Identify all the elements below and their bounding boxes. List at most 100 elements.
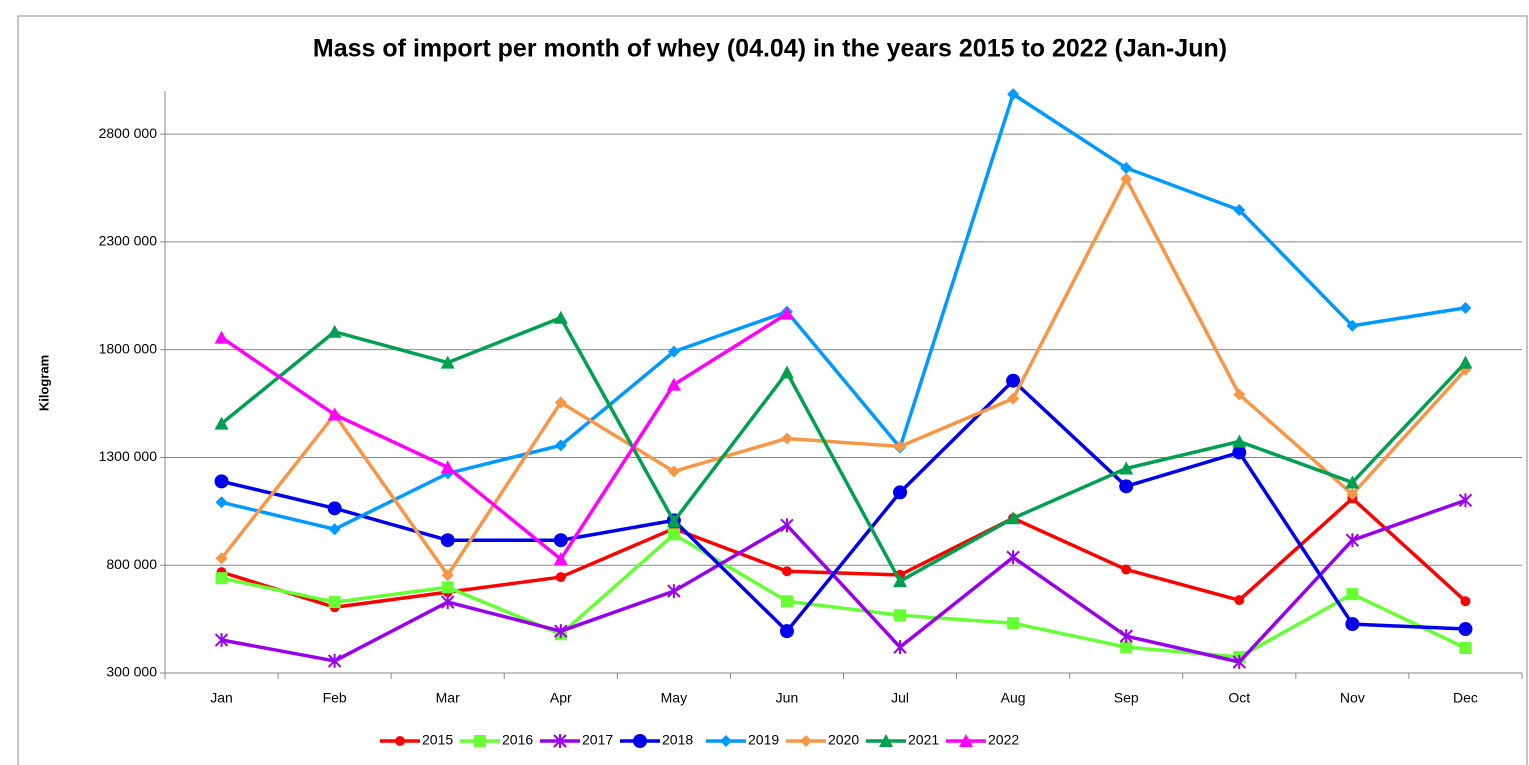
- x-tick-label: Aug: [1001, 690, 1026, 706]
- marker: [1119, 629, 1133, 644]
- series-line: [221, 92, 1466, 531]
- y-axis-label: Kilogram: [36, 355, 51, 411]
- marker: [1232, 655, 1246, 670]
- series-line: [220, 312, 788, 561]
- x-tick-label: Nov: [1340, 690, 1365, 706]
- marker: [215, 496, 228, 509]
- marker: [554, 396, 567, 409]
- legend-label: 2022: [988, 732, 1019, 748]
- marker: [474, 735, 486, 747]
- marker: [1120, 161, 1133, 174]
- marker: [1007, 392, 1020, 405]
- marker: [327, 501, 342, 516]
- marker: [1120, 641, 1133, 654]
- marker: [328, 596, 341, 609]
- legend-label: 2019: [748, 732, 779, 748]
- chart-frame: [17, 15, 1528, 765]
- legend-label: 2017: [582, 732, 613, 748]
- marker: [780, 518, 794, 533]
- series-line: [220, 316, 1467, 583]
- marker: [1459, 301, 1472, 314]
- marker: [1006, 511, 1021, 525]
- marker: [440, 355, 455, 369]
- series-line: [221, 498, 1467, 664]
- marker: [555, 572, 566, 583]
- marker: [1459, 641, 1472, 654]
- marker: [1458, 622, 1473, 637]
- marker: [667, 528, 680, 541]
- marker: [440, 460, 455, 474]
- marker: [1006, 550, 1020, 565]
- marker: [1232, 445, 1247, 460]
- series-line: [221, 378, 1466, 633]
- y-tick-label: 2300 000: [99, 233, 158, 249]
- marker: [1345, 617, 1360, 632]
- chart-title: Mass of import per month of whey (04.04)…: [313, 35, 1227, 63]
- marker: [893, 485, 908, 500]
- marker: [667, 345, 680, 358]
- marker: [1121, 564, 1132, 575]
- marker: [441, 581, 454, 594]
- marker: [553, 310, 568, 324]
- y-tick-label: 1800 000: [99, 340, 158, 356]
- marker: [214, 474, 229, 489]
- marker: [1346, 319, 1359, 332]
- series-line: [221, 532, 1467, 659]
- marker: [553, 734, 567, 748]
- marker: [327, 407, 342, 421]
- marker: [893, 574, 908, 588]
- x-tick-label: Sep: [1114, 690, 1139, 706]
- marker: [215, 552, 228, 565]
- marker: [779, 306, 794, 320]
- marker: [781, 566, 792, 577]
- marker: [328, 523, 341, 536]
- marker: [666, 514, 681, 528]
- legend-label: 2021: [908, 732, 939, 748]
- marker: [780, 595, 793, 608]
- marker: [553, 533, 568, 548]
- marker: [779, 365, 794, 379]
- legend-label: 2016: [502, 732, 533, 748]
- marker: [1460, 596, 1471, 607]
- marker: [667, 584, 681, 599]
- marker: [214, 633, 229, 648]
- marker: [1233, 203, 1246, 216]
- y-tick-label: 300 000: [106, 664, 157, 680]
- marker: [1119, 479, 1134, 494]
- legend-label: 2015: [422, 732, 453, 748]
- x-tick-label: May: [661, 690, 687, 706]
- marker: [666, 377, 681, 391]
- legend-label: 2018: [662, 732, 693, 748]
- marker: [893, 640, 907, 655]
- marker: [779, 624, 794, 639]
- marker: [1345, 533, 1360, 548]
- marker: [441, 595, 455, 610]
- marker: [879, 734, 893, 747]
- marker: [633, 734, 647, 748]
- series-line: [221, 496, 1467, 610]
- x-tick-label: Jul: [891, 690, 909, 706]
- marker: [1006, 373, 1021, 388]
- x-tick-label: Jun: [776, 690, 799, 706]
- marker: [214, 330, 229, 344]
- marker: [395, 736, 405, 746]
- marker: [894, 440, 907, 453]
- marker: [1232, 434, 1247, 448]
- marker: [1345, 475, 1360, 489]
- legend-label: 2020: [828, 732, 859, 748]
- marker: [1233, 388, 1246, 401]
- marker: [441, 569, 454, 582]
- marker: [327, 653, 342, 668]
- marker: [1007, 617, 1020, 630]
- marker: [1119, 461, 1134, 475]
- marker: [894, 609, 907, 622]
- y-tick-label: 1300 000: [99, 448, 158, 464]
- marker: [1458, 355, 1473, 369]
- marker: [1120, 172, 1133, 185]
- series-line: [220, 177, 1467, 577]
- marker: [554, 624, 568, 639]
- marker: [553, 552, 568, 566]
- x-tick-label: Oct: [1228, 690, 1250, 706]
- marker: [214, 416, 229, 430]
- marker: [780, 432, 793, 445]
